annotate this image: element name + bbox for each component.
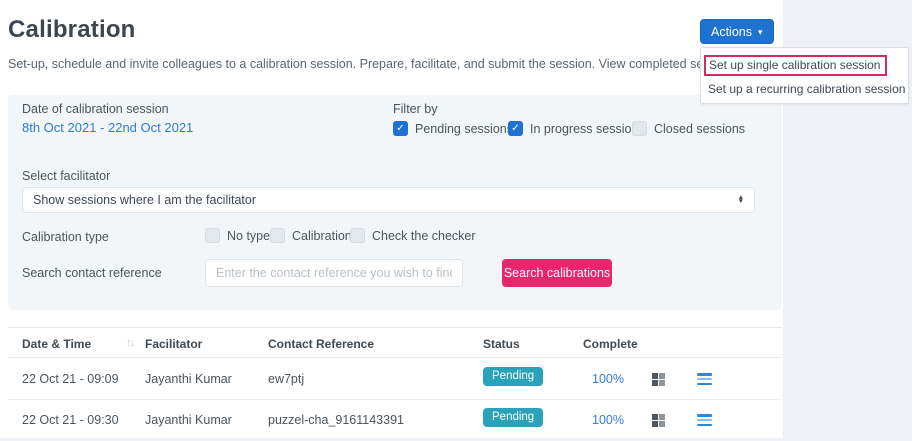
- filter-panel: Date of calibration session 8th Oct 2021…: [8, 95, 782, 310]
- filter-by-label: Filter by: [393, 102, 438, 116]
- row-contact-reference: puzzel-cha_9161143391: [268, 413, 404, 427]
- date-range-link[interactable]: 8th Oct 2021 - 22nd Oct 2021: [22, 120, 194, 135]
- in-progress-sessions-checkbox[interactable]: [508, 121, 523, 136]
- calibration-type-label: Calibration type: [22, 230, 109, 244]
- page-subtitle: Set-up, schedule and invite colleagues t…: [8, 57, 743, 71]
- content-card: Calibration Set-up, schedule and invite …: [0, 0, 783, 438]
- pending-sessions-label: Pending sessions: [415, 121, 513, 136]
- pending-sessions-checkbox[interactable]: [393, 121, 408, 136]
- calibration-type-option-label: Calibration: [292, 228, 352, 243]
- calibration-checkbox[interactable]: [270, 228, 285, 243]
- select-facilitator-label: Select facilitator: [22, 169, 111, 183]
- column-complete: Complete: [583, 337, 638, 351]
- highlight-annotation-box: Set up single calibration session: [704, 55, 888, 76]
- contact-reference-input[interactable]: [205, 259, 463, 287]
- search-calibrations-button[interactable]: Search calibrations: [502, 259, 612, 287]
- check-the-checker-checkbox[interactable]: [350, 228, 365, 243]
- facilitator-select[interactable]: Show sessions where I am the facilitator…: [22, 187, 755, 213]
- pending-sessions-checkbox-row[interactable]: Pending sessions: [393, 121, 513, 136]
- menu-item-recurring-session[interactable]: Set up a recurring calibration session: [708, 82, 906, 96]
- status-badge: Pending: [483, 367, 544, 386]
- row-date-time: 22 Oct 21 - 09:09: [22, 372, 119, 386]
- calibration-checkbox-row[interactable]: Calibration: [270, 228, 352, 243]
- no-type-checkbox[interactable]: [205, 228, 220, 243]
- complete-percentage-link[interactable]: 100%: [592, 372, 624, 386]
- row-menu-icon[interactable]: [697, 414, 712, 426]
- column-facilitator: Facilitator: [145, 337, 203, 351]
- column-date-time: Date & Time: [22, 337, 92, 351]
- search-contact-reference-label: Search contact reference: [22, 266, 162, 280]
- row-contact-reference: ew7ptj: [268, 372, 305, 386]
- row-facilitator: Jayanthi Kumar: [145, 372, 232, 386]
- page-title: Calibration: [8, 16, 136, 43]
- in-progress-sessions-checkbox-row[interactable]: In progress sessions: [508, 121, 645, 136]
- actions-dropdown-menu: Set up single calibration session Set up…: [700, 47, 909, 104]
- status-badge: Pending: [483, 408, 544, 427]
- row-date-time: 22 Oct 21 - 09:30: [22, 413, 119, 427]
- grid-view-icon[interactable]: [652, 373, 665, 386]
- column-status: Status: [483, 337, 520, 351]
- complete-percentage-link[interactable]: 100%: [592, 413, 624, 427]
- table-header: Date & Time ↑↓ Facilitator Contact Refer…: [8, 327, 782, 358]
- grid-view-icon[interactable]: [652, 414, 665, 427]
- table-row: 22 Oct 21 - 09:09 Jayanthi Kumar ew7ptj …: [8, 359, 782, 400]
- no-type-label: No type: [227, 228, 271, 243]
- in-progress-sessions-label: In progress sessions: [530, 121, 645, 136]
- date-of-session-label: Date of calibration session: [22, 102, 169, 116]
- facilitator-select-value: Show sessions where I am the facilitator: [33, 193, 257, 207]
- check-the-checker-checkbox-row[interactable]: Check the checker: [350, 228, 476, 243]
- actions-button[interactable]: Actions ▾: [700, 19, 774, 44]
- row-facilitator: Jayanthi Kumar: [145, 413, 232, 427]
- actions-button-label: Actions: [711, 24, 752, 39]
- closed-sessions-checkbox[interactable]: [632, 121, 647, 136]
- closed-sessions-label: Closed sessions: [654, 121, 746, 136]
- column-contact-reference: Contact Reference: [268, 337, 375, 351]
- caret-down-icon: ▾: [758, 27, 763, 37]
- closed-sessions-checkbox-row[interactable]: Closed sessions: [632, 121, 745, 136]
- table-row: 22 Oct 21 - 09:30 Jayanthi Kumar puzzel-…: [8, 400, 782, 441]
- check-the-checker-label: Check the checker: [372, 228, 476, 243]
- sort-icon[interactable]: ↑↓: [126, 337, 135, 349]
- no-type-checkbox-row[interactable]: No type: [205, 228, 270, 243]
- select-updown-icon: ▲ ▼: [737, 194, 744, 205]
- row-menu-icon[interactable]: [697, 373, 712, 385]
- menu-item-single-session[interactable]: Set up single calibration session: [701, 52, 908, 79]
